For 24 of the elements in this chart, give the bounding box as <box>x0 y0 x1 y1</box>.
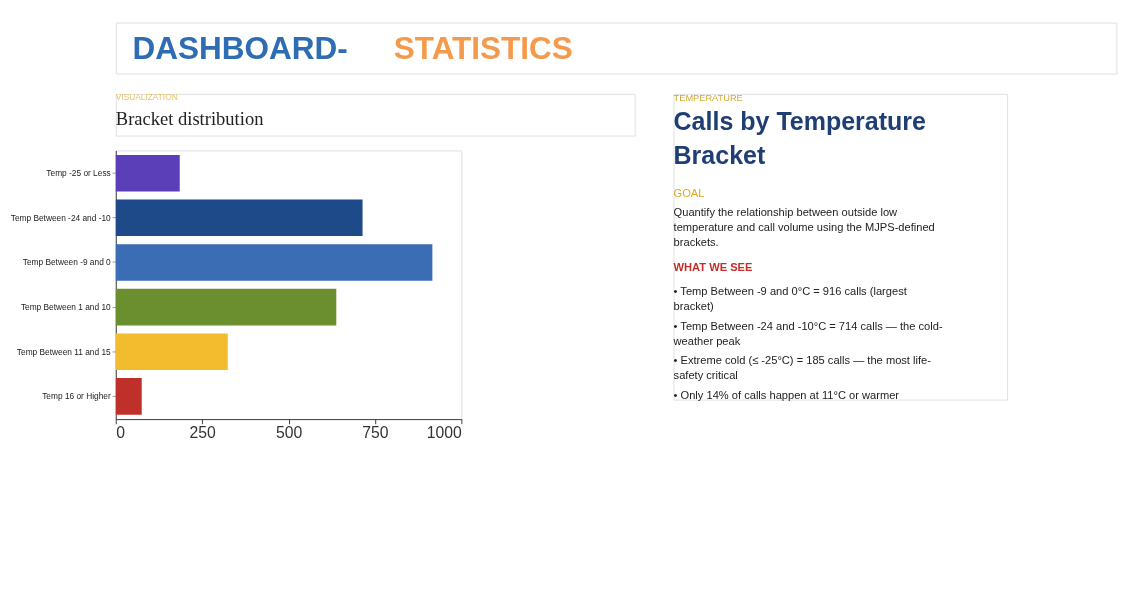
y-tick-label: Temp Between -24 and -10 <box>10 212 112 223</box>
y-tick-label: Temp 16 or Higher <box>42 391 111 402</box>
x-tick-label: 500 <box>275 424 303 442</box>
text: Quantify the relationship between outside low temperature and call volume using the MJPS-defined brackets. <box>673 206 935 249</box>
y-tick-label: Temp Between -9 and 0 <box>22 257 112 268</box>
chart-title: Bracket distribution <box>115 108 264 130</box>
text: • Only 14% of calls happen at 11°C or warmer <box>673 388 900 401</box>
x-tick-label: 1000 <box>426 424 463 442</box>
text: GOAL <box>673 186 705 199</box>
x-tick-label: 0 <box>116 424 126 442</box>
text: • Temp Between -9 and 0°C = 916 calls (largest bracket) <box>673 284 907 312</box>
y-tick-label: Temp Between 11 and 15 <box>16 346 112 357</box>
text: TEMPERATURE <box>673 93 743 104</box>
text: Calls by Temperature Bracket <box>673 107 927 169</box>
y-tick-label: Temp -25 or Less <box>46 167 111 178</box>
text: DASHBOARD- <box>132 29 348 66</box>
text: • Temp Between -24 and -10°C = 714 calls — the cold-weather peak <box>672 319 943 347</box>
x-tick-label: 750 <box>362 424 389 442</box>
text: • Extreme cold (≤ -25°C) = 185 calls — the most life-safety critical <box>673 354 932 382</box>
x-tick-label: 250 <box>189 424 217 442</box>
text: WHAT WE SEE <box>673 260 753 273</box>
y-tick-label: Temp Between 1 and 10 <box>20 301 112 312</box>
chart-subtitle: VISUALIZATION <box>115 92 178 103</box>
text: STATISTICS <box>393 29 573 66</box>
